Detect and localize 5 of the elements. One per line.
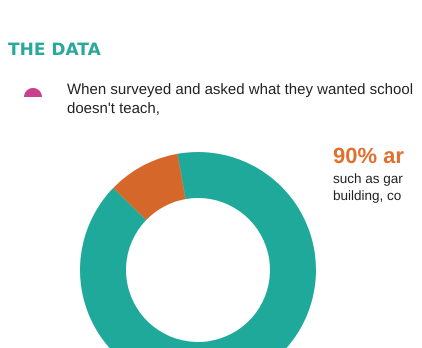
- text: building, co: [333, 187, 402, 204]
- text: 90% ar: [333, 142, 404, 170]
- chart-title: THE DATA: [8, 40, 101, 60]
- chart-subtitle: When surveyed and asked what they wanted school doesn't teach,: [67, 80, 414, 118]
- text: such as gar: [333, 170, 404, 187]
